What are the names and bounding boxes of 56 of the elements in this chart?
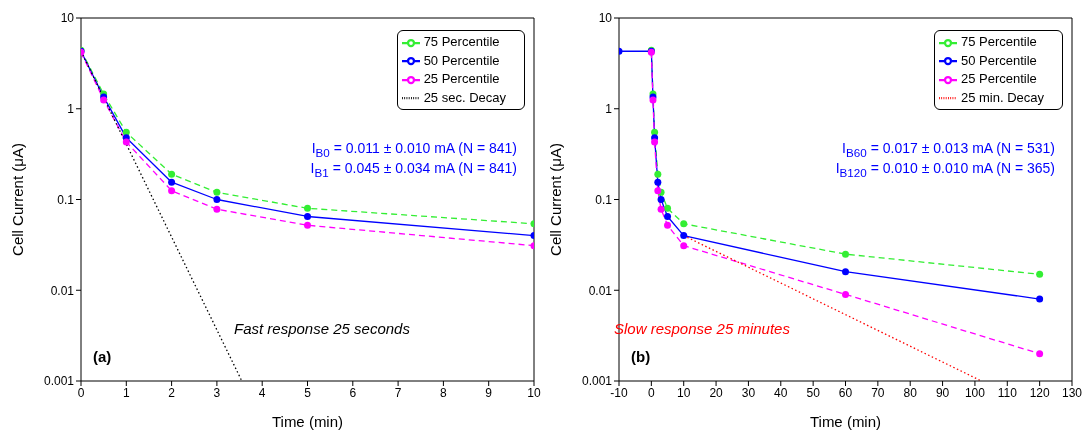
y-axis-title: Cell Current (μA) bbox=[9, 143, 27, 256]
annotation: I$_{B0}$ = 0.011 ± 0.010 mA (N = 841) bbox=[311, 140, 517, 159]
y-tick-label: 0.001 bbox=[43, 374, 75, 389]
y-tick-label: 10 bbox=[60, 11, 75, 26]
x-tick-label: 9 bbox=[485, 385, 493, 400]
y-tick-label: 0.1 bbox=[595, 192, 613, 207]
y-tick-label: 0.01 bbox=[588, 283, 613, 298]
y-tick-label: 10 bbox=[598, 11, 613, 26]
x-tick-label: 80 bbox=[903, 385, 918, 400]
x-tick-label: 30 bbox=[741, 385, 756, 400]
y-axis-title: Cell Current (μA) bbox=[547, 143, 565, 256]
x-tick-label: 0 bbox=[77, 385, 85, 400]
x-tick-label: 8 bbox=[440, 385, 448, 400]
x-tick-label: 100 bbox=[964, 385, 986, 400]
x-axis-title: Time (min) bbox=[809, 413, 882, 430]
x-tick-label: 0 bbox=[648, 385, 656, 400]
annotation: (a) bbox=[93, 348, 112, 365]
x-tick-label: 6 bbox=[349, 385, 357, 400]
x-tick-label: 2 bbox=[168, 385, 176, 400]
x-tick-label: 10 bbox=[677, 385, 691, 400]
legend-label: 50 Percentile bbox=[960, 52, 1037, 68]
x-tick-label: 50 bbox=[806, 385, 821, 400]
x-tick-label: 70 bbox=[871, 385, 885, 400]
annotation: Fast response 25 seconds bbox=[234, 320, 410, 337]
x-tick-label: -10 bbox=[610, 385, 628, 400]
x-tick-label: 110 bbox=[997, 385, 1018, 400]
legend-label: 50 Percentile bbox=[423, 52, 500, 68]
y-tick-label: 1 bbox=[605, 102, 613, 117]
y-tick-label: 0.01 bbox=[50, 283, 75, 298]
legend-label: 25 Percentile bbox=[423, 71, 500, 87]
legend-label: 25 Percentile bbox=[960, 71, 1037, 87]
legend-label: 25 sec. Decay bbox=[423, 89, 506, 105]
x-tick-label: 120 bbox=[1029, 385, 1050, 400]
x-tick-label: 40 bbox=[774, 385, 788, 400]
legend-label: 25 min. Decay bbox=[960, 89, 1044, 105]
x-tick-label: 60 bbox=[838, 385, 853, 400]
legend-label: 75 Percentile bbox=[960, 34, 1037, 49]
x-tick-label: 90 bbox=[935, 385, 950, 400]
y-tick-label: 0.1 bbox=[57, 192, 75, 207]
x-tick-label: 130 bbox=[1061, 385, 1083, 400]
annotation: I$_{B120}$ = 0.010 ± 0.010 mA (N = 365) bbox=[835, 160, 1055, 179]
x-axis-title: Time (min) bbox=[271, 413, 344, 430]
x-tick-label: 1 bbox=[122, 385, 130, 400]
annotation: I$_{B60}$ = 0.017 ± 0.013 mA (N = 531) bbox=[842, 140, 1055, 159]
annotation: (b) bbox=[631, 348, 651, 365]
x-tick-label: 3 bbox=[213, 385, 221, 400]
annotation: I$_{B1}$ = 0.045 ± 0.034 mA (N = 841) bbox=[310, 160, 517, 179]
annotation: Slow response 25 minutes bbox=[614, 320, 790, 337]
x-tick-label: 7 bbox=[394, 385, 402, 400]
x-tick-label: 4 bbox=[258, 385, 266, 400]
y-tick-label: 0.001 bbox=[581, 374, 613, 389]
y-tick-label: 1 bbox=[67, 102, 75, 117]
x-tick-label: 20 bbox=[709, 385, 724, 400]
legend-label: 75 Percentile bbox=[423, 34, 500, 49]
x-tick-label: 10 bbox=[527, 385, 541, 400]
x-tick-label: 5 bbox=[304, 385, 312, 400]
